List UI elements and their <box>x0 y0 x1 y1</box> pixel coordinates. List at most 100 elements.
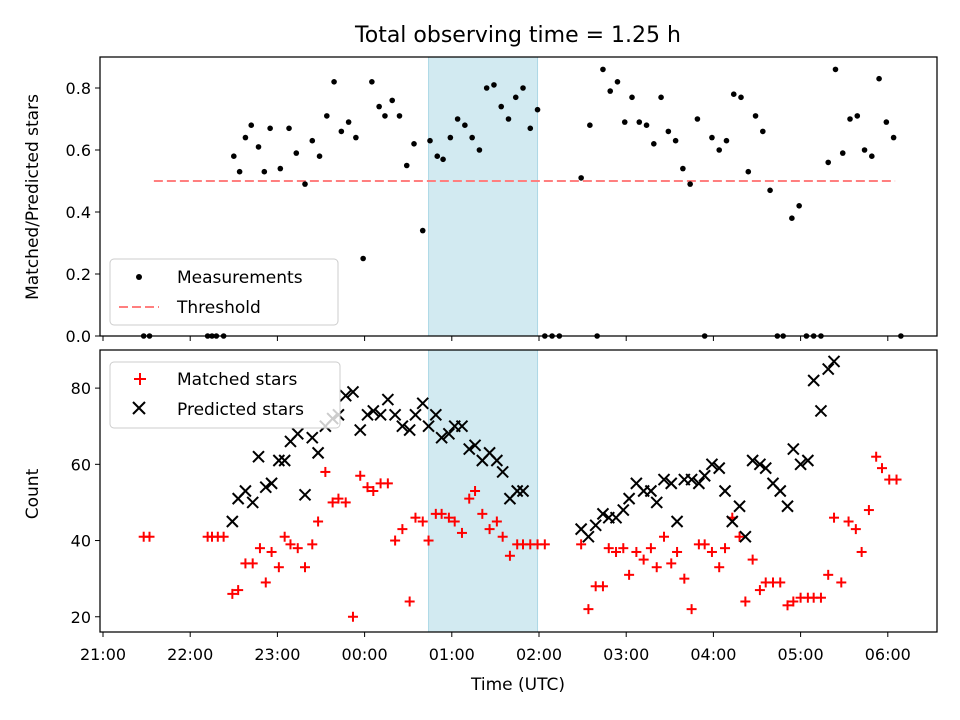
matched-point <box>497 531 508 542</box>
measurement-point <box>389 97 396 104</box>
measurement-point <box>353 134 359 141</box>
predicted-point <box>787 442 800 456</box>
matched-point <box>699 539 710 550</box>
matched-point <box>260 577 271 588</box>
measurement-point <box>440 156 446 163</box>
predicted-point <box>468 439 482 452</box>
measurement-point <box>789 215 795 221</box>
matched-points <box>138 451 902 622</box>
measurement-point <box>324 113 330 119</box>
measurement-point <box>505 116 512 122</box>
top-panel: 0.00.20.40.60.8 Matched/Predicted stars … <box>23 56 938 346</box>
matched-point <box>618 543 629 554</box>
matched-point <box>823 569 834 580</box>
measurement-point <box>267 125 273 132</box>
matched-point <box>279 531 290 542</box>
measurement-point <box>578 175 584 181</box>
matched-point <box>320 466 331 477</box>
matched-point <box>491 516 502 527</box>
measurement-point <box>760 128 766 135</box>
matched-point <box>740 596 751 607</box>
matched-point <box>470 486 481 496</box>
measurement-point <box>687 181 693 187</box>
predicted-point <box>644 484 658 498</box>
measurement-point <box>890 134 897 141</box>
measurement-point <box>242 134 249 141</box>
top-highlight-band <box>428 56 539 337</box>
x-tick-label: 03:00 <box>603 645 649 664</box>
measurement-point <box>376 103 382 110</box>
x-tick-label: 01:00 <box>429 645 475 664</box>
measurement-point <box>651 141 657 147</box>
matched-point <box>871 451 882 462</box>
matched-point <box>597 581 608 592</box>
measurement-point <box>694 116 701 122</box>
predicted-point <box>346 385 360 399</box>
predicted-point <box>339 389 352 402</box>
matched-point <box>390 535 401 546</box>
x-tick-label: 04:00 <box>690 645 736 664</box>
measurement-point <box>498 103 505 110</box>
predicted-point <box>739 530 752 543</box>
predicted-point <box>496 465 509 479</box>
measurement-point <box>491 82 497 88</box>
measurement-point <box>621 119 628 125</box>
predicted-point <box>801 454 815 467</box>
measurement-point <box>738 94 744 101</box>
matched-point <box>815 592 826 603</box>
threshold-legend-label: Threshold <box>176 298 261 318</box>
measurement-point <box>825 159 832 166</box>
measurement-point <box>752 113 759 119</box>
matched-point <box>313 516 324 527</box>
top-y-tick-label: 0.0 <box>66 327 91 346</box>
measurement-point <box>832 66 839 73</box>
matched-point <box>340 497 351 508</box>
predicted-point <box>409 408 422 421</box>
measurement-point <box>869 153 875 159</box>
measurement-point <box>483 85 490 91</box>
matched-point <box>417 516 428 527</box>
matched-point <box>333 493 344 504</box>
matched-point <box>233 585 244 596</box>
matched-point <box>583 604 594 615</box>
measurement-point <box>261 168 268 175</box>
x-tick-label: 05:00 <box>778 645 824 664</box>
x-tick-label: 06:00 <box>865 645 911 664</box>
predicted-points <box>226 355 841 543</box>
measurement-point <box>316 153 323 159</box>
matched-point <box>355 470 366 481</box>
matched-point <box>679 573 690 584</box>
measurement-point <box>672 137 679 144</box>
matched-legend-marker <box>134 373 146 385</box>
matched-point <box>720 543 731 554</box>
predicted-legend-label: Predicted stars <box>177 400 304 420</box>
measurement-point <box>600 66 606 73</box>
matched-point <box>576 539 587 550</box>
bottom-y-tick-label: 80 <box>71 379 91 398</box>
measurement-point <box>293 150 300 156</box>
measurement-point <box>767 187 773 194</box>
measurement-point <box>861 147 868 153</box>
matched-point <box>539 539 550 550</box>
matched-point <box>876 463 887 474</box>
measurement-point <box>411 141 417 147</box>
predicted-point <box>713 461 726 475</box>
measurement-point <box>839 150 846 156</box>
predicted-point <box>239 484 252 498</box>
bottom-axes-frame <box>99 349 938 633</box>
predicted-point <box>252 450 265 463</box>
matched-point <box>247 558 258 569</box>
matched-point <box>856 546 867 557</box>
predicted-point <box>698 469 711 482</box>
x-tick-label: 21:00 <box>80 645 126 664</box>
predicted-point <box>291 427 304 441</box>
matched-point <box>638 554 649 565</box>
measurement-point <box>236 168 243 175</box>
matched-point <box>397 524 408 535</box>
measurement-point <box>876 75 882 82</box>
predicted-point <box>306 431 319 444</box>
predicted-point <box>463 442 476 456</box>
predicted-point <box>422 420 435 433</box>
matched-point <box>611 546 622 557</box>
